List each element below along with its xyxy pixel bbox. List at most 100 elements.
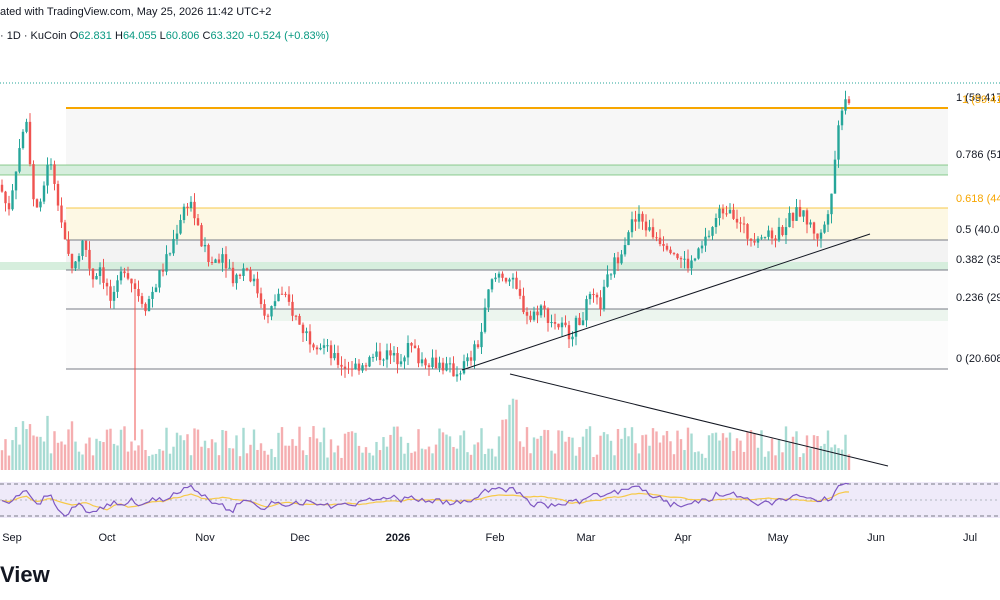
volume-bar <box>578 447 581 470</box>
volume-bar <box>627 436 630 470</box>
volume-bar <box>46 415 49 470</box>
candle-body <box>291 301 294 316</box>
volume-bar <box>60 441 63 470</box>
candle-body <box>256 278 259 294</box>
volume-bar <box>693 452 697 470</box>
volume-bar <box>487 448 490 470</box>
candle-body <box>375 351 378 357</box>
volume-bar <box>396 426 399 470</box>
candle-body <box>298 316 301 325</box>
candle-body <box>368 357 371 367</box>
candle-body <box>210 262 214 264</box>
candle-body <box>312 344 315 348</box>
candle-body <box>501 273 504 278</box>
volume-bar <box>497 436 501 470</box>
candle-body <box>406 343 410 358</box>
fib-zone-0.786-green <box>0 165 948 175</box>
fib-label-0.236: 0.236 (29. <box>956 292 1000 304</box>
volume-bar <box>697 451 700 470</box>
candle-body <box>39 201 42 208</box>
volume-bar <box>284 445 287 470</box>
volume-bar <box>144 449 147 470</box>
candle-body <box>21 131 25 149</box>
candle-body <box>669 249 672 254</box>
volume-bar <box>753 433 756 470</box>
volume-bar <box>448 436 452 470</box>
candle-body <box>676 253 679 259</box>
candle-body <box>441 362 445 371</box>
volume-bar <box>270 448 273 470</box>
candle-body <box>732 209 735 219</box>
candle-body <box>634 219 637 222</box>
candle-body <box>189 201 193 209</box>
candle-body <box>529 315 532 320</box>
volume-bar <box>252 429 256 470</box>
candle-body <box>550 322 553 324</box>
volume-bar <box>756 447 760 470</box>
candle-body <box>214 259 217 263</box>
candle-body <box>581 320 585 326</box>
x-tick-label: 2026 <box>386 532 410 544</box>
volume-bar <box>298 426 301 470</box>
volume-bar <box>679 439 683 470</box>
candle-body <box>396 352 399 365</box>
candle-body <box>116 280 119 292</box>
volume-bar <box>644 434 648 470</box>
candle-body <box>840 110 844 126</box>
candle-body <box>165 254 168 272</box>
candle-body <box>347 368 350 370</box>
x-tick-label: Mar <box>577 532 596 544</box>
x-tick-label: Apr <box>674 532 691 544</box>
volume-bar <box>518 441 522 470</box>
support-trendline[interactable] <box>461 233 871 371</box>
volume-bar <box>11 440 14 470</box>
candle-body <box>301 324 305 334</box>
candle-body <box>543 305 546 309</box>
candle-body <box>784 227 788 236</box>
candle-body <box>613 257 616 275</box>
volume-bar <box>200 446 203 470</box>
low-label: L <box>159 30 166 42</box>
volume-bar <box>546 430 550 470</box>
volume-bar <box>620 438 623 470</box>
volume-bar <box>476 442 480 470</box>
volume-bar <box>158 449 161 470</box>
volume-trendline[interactable] <box>509 373 889 467</box>
close-value: 63.320 <box>210 30 245 42</box>
candle-body <box>11 190 14 210</box>
candle-body <box>319 347 322 350</box>
candle-body <box>602 286 606 310</box>
volume-bar <box>399 436 403 470</box>
volume-bar <box>259 443 263 470</box>
candle-body <box>819 232 823 239</box>
candle-body <box>263 304 266 316</box>
volume-bar <box>616 428 620 470</box>
candle-body <box>259 293 263 305</box>
candle-body <box>686 258 690 269</box>
candle-body <box>525 312 529 316</box>
volume-bar <box>452 446 455 470</box>
tradingview-logo-text: View <box>0 562 50 587</box>
volume-bar <box>420 448 424 470</box>
candle-body <box>399 361 403 365</box>
candle-body <box>763 236 767 238</box>
candle-body <box>427 365 431 367</box>
candle-body <box>287 294 291 302</box>
volume-bar <box>203 440 207 470</box>
candle-body <box>455 374 459 377</box>
candle-body <box>252 278 256 282</box>
volume-bar <box>196 429 200 470</box>
volume-bar <box>322 427 326 470</box>
candle-body <box>53 164 56 184</box>
candle-body <box>644 221 648 231</box>
volume-bar <box>361 452 364 470</box>
candle-body <box>823 224 826 233</box>
volume-bar <box>133 450 137 470</box>
volume-bar <box>522 446 525 470</box>
volume-bar <box>658 442 662 470</box>
candle-body <box>95 276 98 280</box>
candle-body <box>746 224 749 239</box>
candle-body <box>200 225 203 247</box>
candle-body <box>270 306 273 317</box>
